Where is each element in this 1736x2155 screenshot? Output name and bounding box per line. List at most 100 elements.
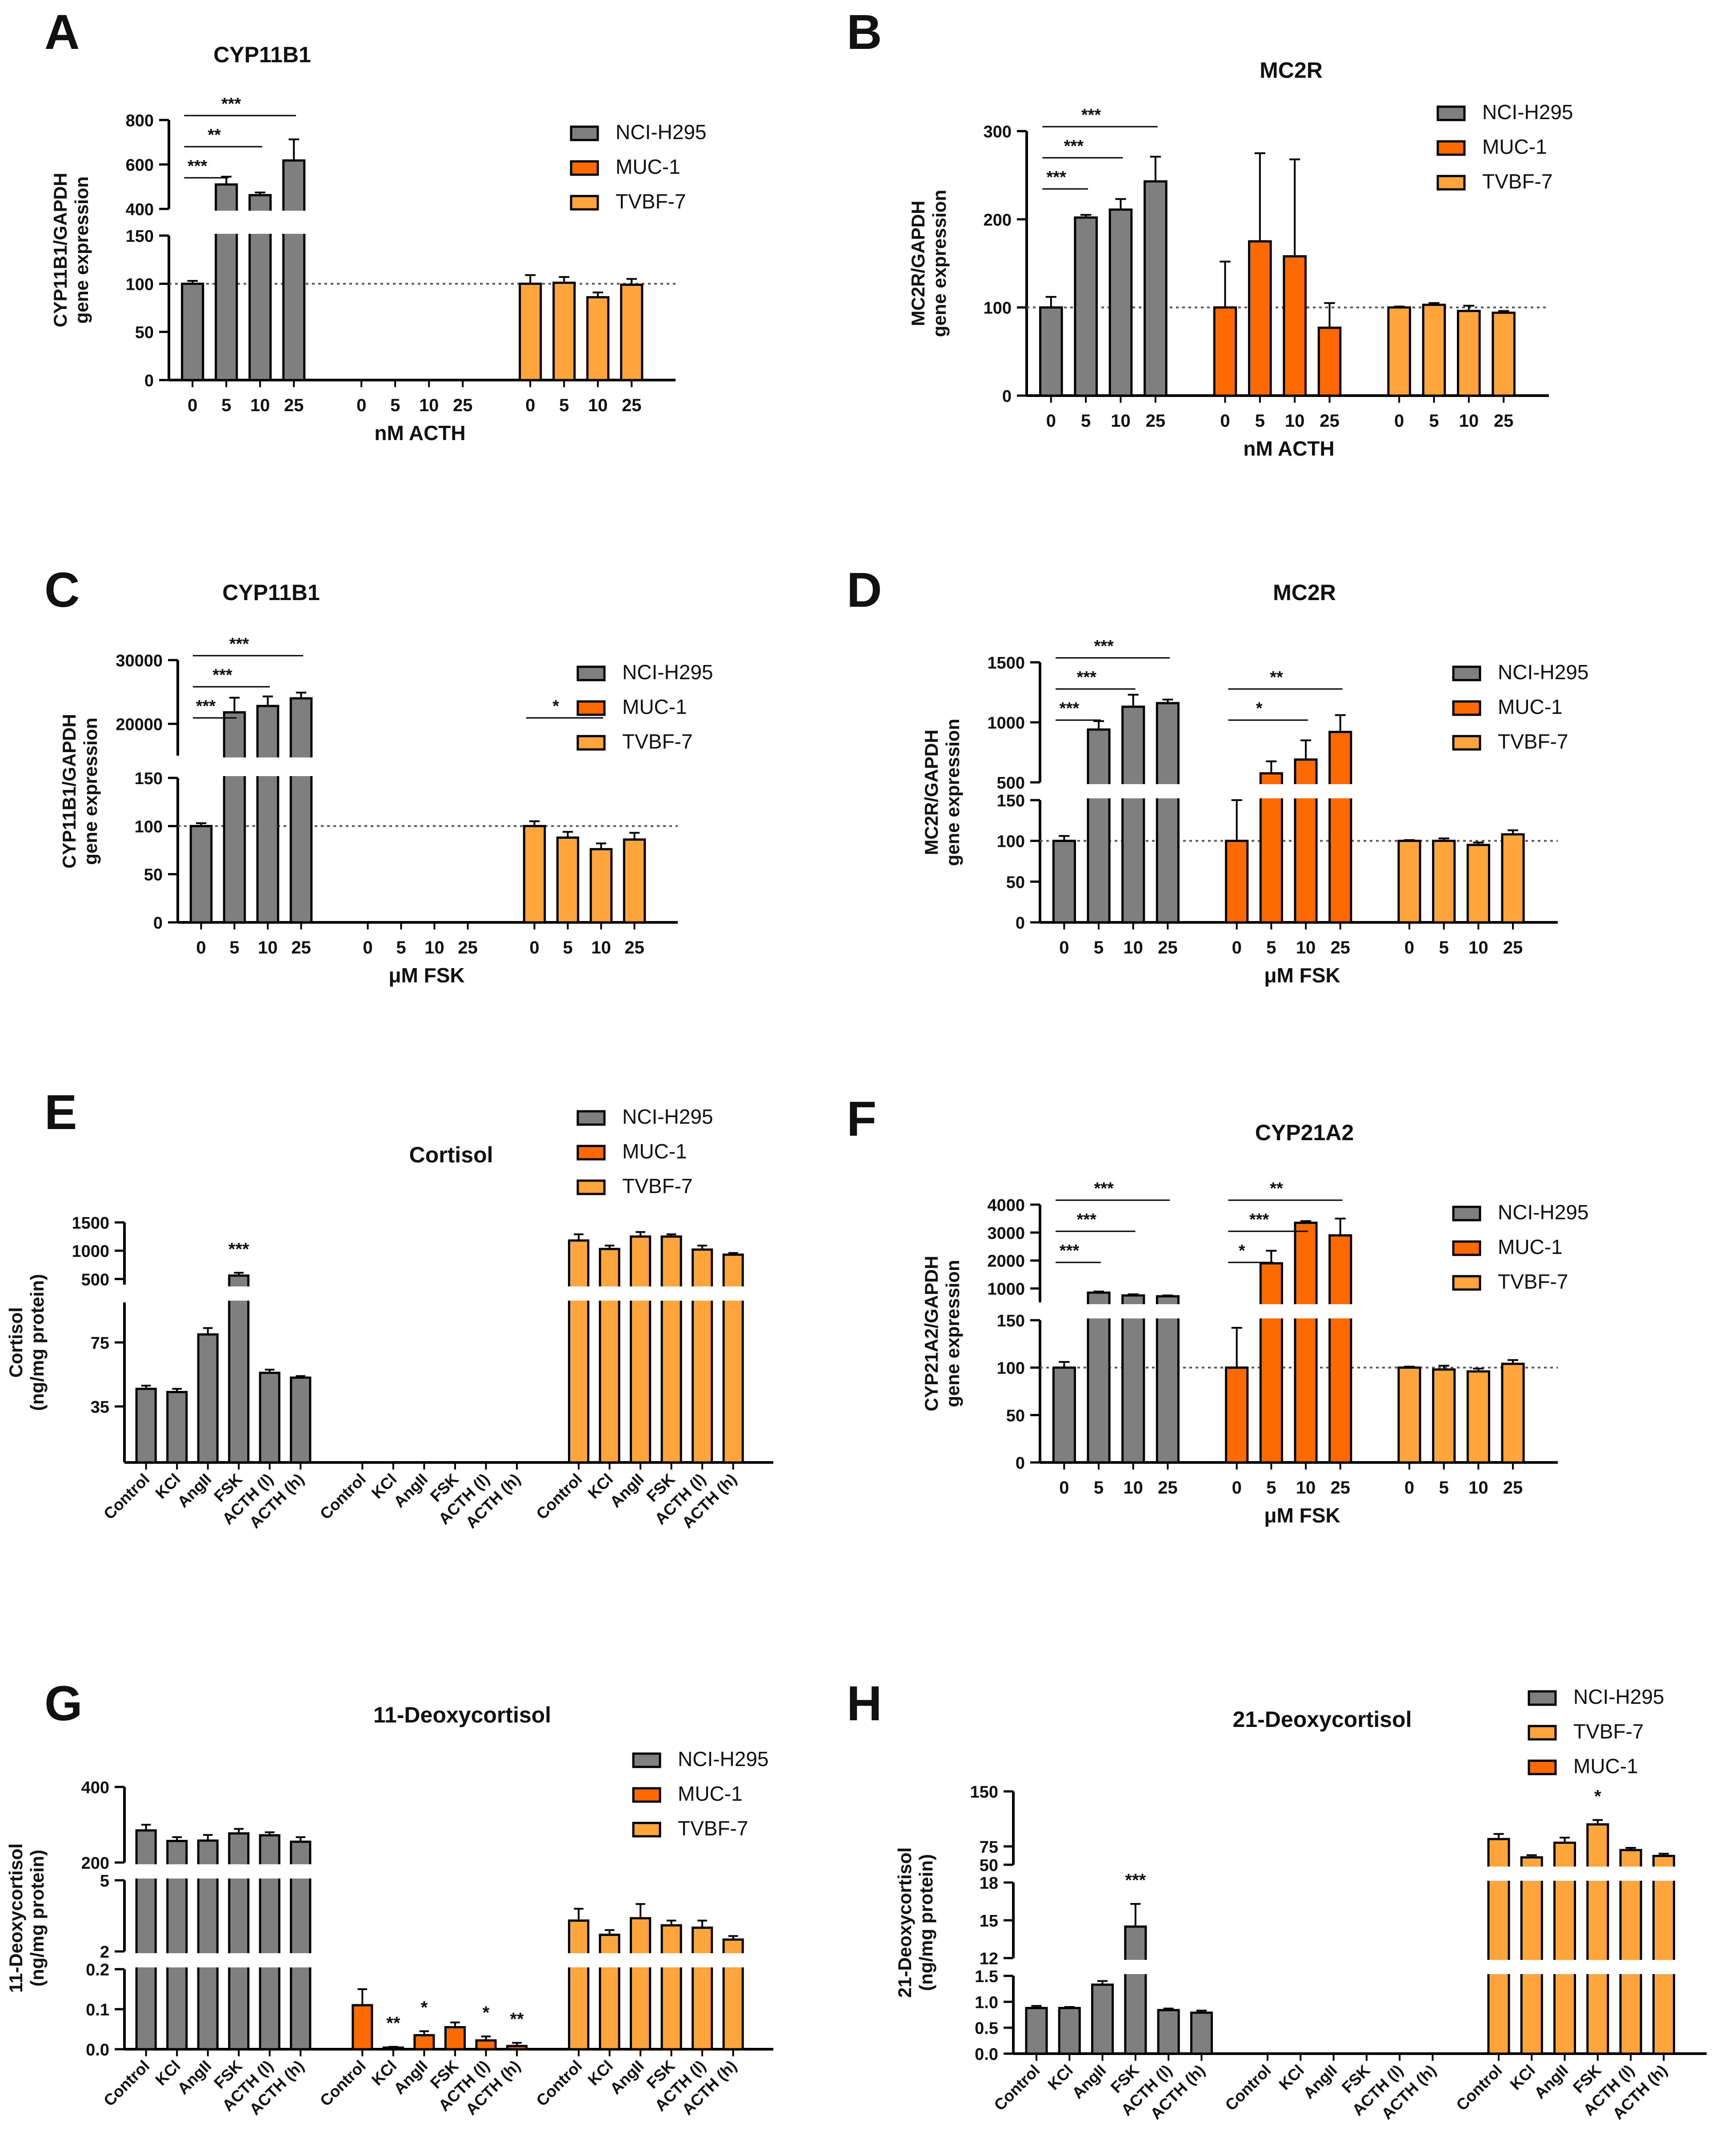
significance-label: *** — [1249, 1210, 1269, 1229]
bar-nci-h295 — [1156, 702, 1180, 924]
x-tick-label: 5 — [1439, 1478, 1449, 1498]
bar-nci-h295 — [282, 159, 306, 381]
legend-label: NCI-H295 — [622, 661, 713, 684]
axis-break — [691, 1286, 714, 1301]
significance-label: *** — [212, 666, 232, 685]
axis-break — [281, 211, 306, 234]
y-tick-label: 0 — [153, 914, 163, 933]
bar-muc-1 — [1328, 1234, 1352, 1464]
y-tick-label: 150 — [997, 792, 1025, 810]
x-tick-label: 0 — [1232, 938, 1242, 957]
legend: NCI-H295 MUC-1 TVBF-7 — [570, 120, 707, 213]
panel-C: C CYP11B1 CYP11B1/GAPDHgene expression 2000… — [44, 563, 713, 987]
bar-muc-1 — [413, 2034, 435, 2051]
bar-tvbf-7 — [568, 1919, 590, 2051]
x-tick-label: 0 — [363, 938, 372, 957]
legend-label: MUC-1 — [622, 1140, 687, 1163]
legend-swatch — [576, 1145, 606, 1161]
y-tick-label: 1000 — [987, 714, 1025, 733]
x-tick-label: 25 — [291, 938, 311, 957]
y-tick-label: 500 — [81, 1270, 109, 1289]
legend: NCI-H295 MUC-1 TVBF-7 — [1452, 1201, 1589, 1293]
axis-break — [1585, 1960, 1610, 1974]
y-tick-label: 5 — [100, 1872, 109, 1891]
x-tick-label: 5 — [1255, 411, 1265, 431]
x-axis-label: μM FSK — [388, 964, 464, 987]
bar-nci-h295 — [1124, 1925, 1147, 2055]
bar-tvbf-7 — [1501, 833, 1525, 924]
axis-break — [1619, 1960, 1643, 1974]
axis-break — [135, 1953, 158, 1967]
bar-nci-h295 — [1039, 306, 1063, 397]
y-tick-label: 15 — [980, 1912, 998, 1931]
y-tick-label: 1.5 — [975, 1967, 998, 1986]
chart-title: CYP11B1 — [222, 580, 320, 605]
x-tick-label: 0 — [1059, 938, 1069, 957]
bar-tvbf-7 — [620, 284, 644, 381]
x-tick-label: 10 — [1468, 1478, 1488, 1498]
significance-label: *** — [196, 697, 216, 716]
y-tick-label: 2 — [100, 1943, 109, 1962]
panel-label: C — [44, 563, 80, 617]
legend-label: MUC-1 — [1498, 1235, 1563, 1258]
y-tick-label: 100 — [135, 817, 163, 836]
x-tick-label: 5 — [396, 938, 406, 957]
bar-muc-1 — [475, 2039, 497, 2051]
bar-tvbf-7 — [692, 1927, 713, 2051]
axis-break — [1328, 1304, 1353, 1318]
axis-break — [1086, 1304, 1112, 1318]
x-tick-label: 0 — [1394, 411, 1404, 431]
legend-swatch — [1452, 700, 1481, 716]
axis-break — [629, 1286, 652, 1301]
axis-break — [1486, 1867, 1511, 1881]
y-tick-label: 75 — [91, 1334, 109, 1353]
y-tick-label: 1000 — [72, 1242, 109, 1261]
legend-swatch — [576, 735, 606, 751]
significance-label: * — [483, 2003, 490, 2023]
y-tick-label: 50 — [1006, 873, 1025, 892]
bar-nci-h295 — [1074, 216, 1098, 397]
axis-break — [1259, 1304, 1284, 1318]
y-tick-label: 50 — [144, 866, 163, 885]
axis-break — [258, 1953, 281, 1967]
y-tick-label: 4000 — [987, 1196, 1025, 1215]
bar-tvbf-7 — [1652, 1855, 1675, 2055]
x-tick-label: 10 — [1123, 938, 1143, 957]
bar-nci-h295 — [1087, 728, 1111, 924]
bar-nci-h295 — [1091, 1983, 1114, 2055]
panel-label: A — [44, 5, 80, 60]
x-tick-label: Control — [316, 1470, 369, 1523]
axis-break — [1123, 1960, 1148, 1974]
x-tick-label: 0 — [1232, 1478, 1242, 1498]
y-tick-label: 600 — [126, 156, 154, 175]
x-tick-label: 0 — [1059, 1478, 1069, 1498]
x-tick-label: 25 — [1330, 1478, 1350, 1498]
bar-nci-h295 — [181, 282, 204, 381]
x-tick-label: 25 — [624, 938, 644, 957]
axis-break — [1120, 784, 1146, 798]
panel-label: B — [847, 5, 882, 60]
x-tick-label: AngII — [1531, 2061, 1572, 2103]
x-tick-label: 0 — [196, 938, 206, 957]
legend: NCI-H295 MUC-1 TVBF-7 — [576, 1105, 713, 1198]
bar-nci-h295 — [289, 697, 313, 924]
y-axis-label: MC2R/GAPDHgene expression — [908, 190, 950, 337]
significance-label: *** — [1077, 1210, 1097, 1229]
bar-muc-1 — [1213, 306, 1237, 397]
x-tick-label: 25 — [284, 396, 304, 415]
chart-title: MC2R — [1260, 58, 1323, 83]
legend-swatch — [1436, 105, 1466, 121]
bar-tvbf-7 — [1397, 840, 1421, 924]
legend-swatch — [570, 195, 599, 211]
axis-break — [165, 1864, 188, 1879]
axis-break — [227, 1953, 250, 1967]
y-tick-label: 1500 — [987, 654, 1025, 673]
x-tick-label: AngII — [174, 1470, 215, 1511]
x-tick-label: Control — [100, 2057, 153, 2110]
y-tick-label: 100 — [126, 275, 154, 294]
bar-nci-h295 — [1144, 180, 1168, 397]
axis-break — [289, 757, 313, 776]
significance-label: *** — [1047, 168, 1067, 187]
bar-tvbf-7 — [556, 836, 580, 924]
x-tick-label: 0 — [1220, 411, 1230, 431]
